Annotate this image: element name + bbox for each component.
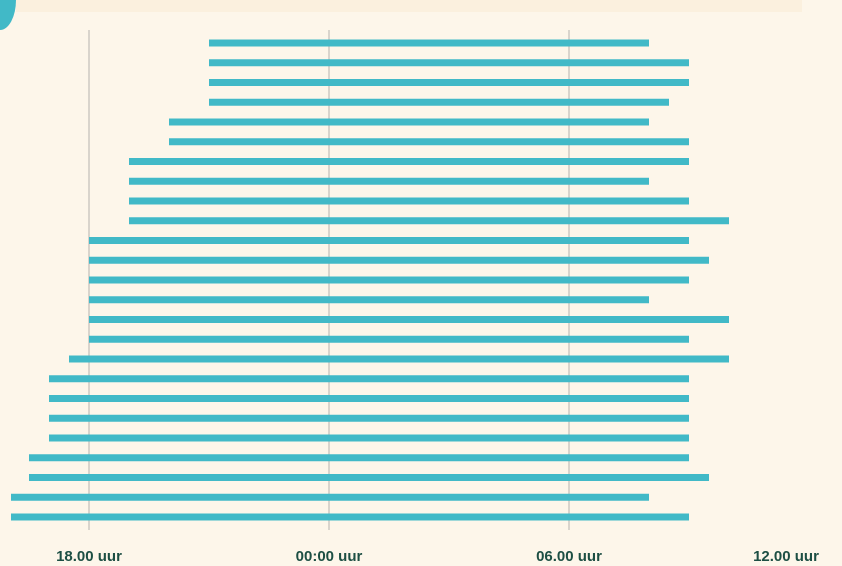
bars [11, 39, 729, 521]
bar-7 [129, 158, 689, 165]
tick-label-12: 12.00 uur [753, 548, 819, 565]
bar-6 [169, 138, 689, 146]
bar-3 [209, 79, 689, 86]
bar-19 [49, 395, 689, 402]
bar-4 [209, 98, 669, 106]
bar-23 [29, 474, 709, 481]
tick-label-00: 00:00 uur [296, 548, 363, 565]
bar-18 [49, 375, 689, 383]
tick-label-06: 06.00 uur [536, 548, 602, 565]
x-axis-ticks: 18.00 uur 00:00 uur 06.00 uur 12.00 uur [56, 548, 819, 565]
bar-20 [49, 414, 689, 422]
bar-9 [129, 197, 689, 205]
bar-12 [89, 256, 709, 264]
bar-11 [89, 237, 689, 244]
bar-14 [89, 296, 649, 304]
bar-25 [11, 513, 689, 521]
tick-label-18: 18.00 uur [56, 548, 122, 565]
bar-13 [89, 276, 689, 284]
header-band [16, 0, 802, 12]
bar-8 [129, 177, 649, 185]
bar-24 [11, 493, 649, 501]
bar-22 [29, 454, 689, 462]
bar-15 [89, 316, 729, 323]
bar-17 [69, 355, 729, 363]
bar-21 [49, 434, 689, 442]
bar-10 [129, 217, 729, 225]
bar-5 [169, 118, 649, 126]
bar-16 [89, 335, 689, 343]
bar-2 [209, 59, 689, 67]
bar-1 [209, 39, 649, 47]
